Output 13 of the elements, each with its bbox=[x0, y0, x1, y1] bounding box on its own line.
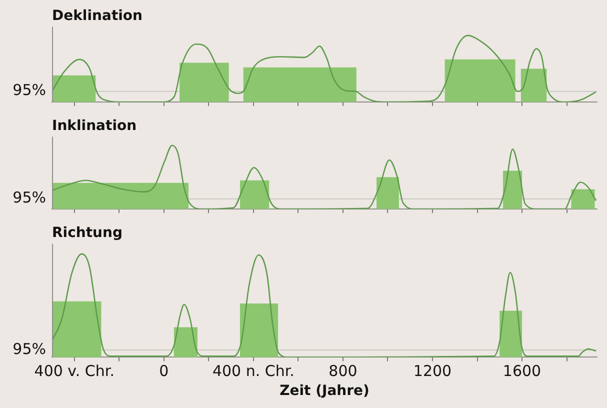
x-tick-label: 1600 bbox=[502, 362, 542, 380]
text: 95% bbox=[12, 81, 46, 100]
x-tick-label: 800 bbox=[328, 362, 358, 380]
x-tick-label: 1200 bbox=[413, 362, 452, 380]
chart-title: Richtung bbox=[52, 225, 122, 242]
chart-title: Inklination bbox=[52, 118, 137, 134]
text: 95% bbox=[12, 340, 46, 358]
x-axis-title: Zeit (Jahre) bbox=[280, 383, 370, 400]
x-tick-label: 400 n. Chr. bbox=[212, 362, 294, 380]
text: 95% bbox=[12, 188, 46, 207]
chart-title: Deklination bbox=[52, 8, 143, 24]
x-tick-label: 400 v. Chr. bbox=[34, 362, 114, 380]
x-tick-label: 0 bbox=[159, 362, 169, 380]
